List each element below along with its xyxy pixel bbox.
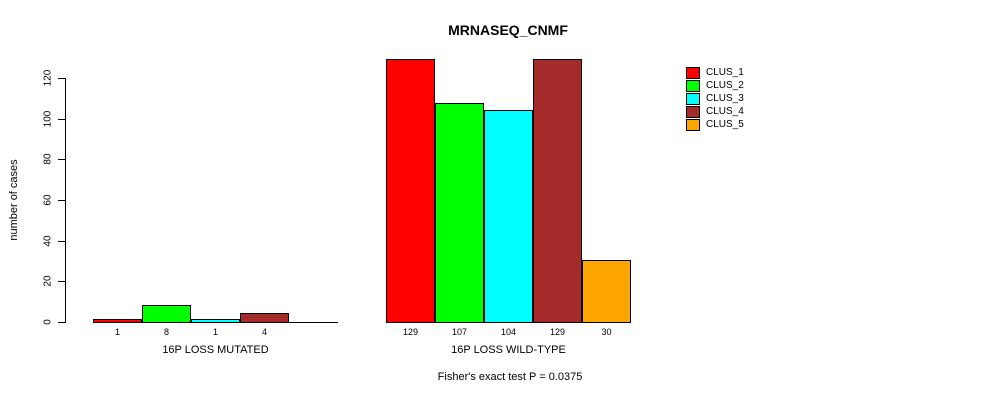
bar-value-label: 4 — [261, 327, 268, 337]
bar-value-label: 1 — [212, 327, 219, 337]
y-tick-label: 40 — [42, 235, 54, 247]
legend-label: CLUS_2 — [706, 80, 744, 91]
y-axis-tick — [58, 78, 65, 79]
bar-value-label: 104 — [500, 327, 517, 337]
legend-item: CLUS_5 — [686, 118, 744, 131]
bar-clus_1 — [386, 59, 435, 323]
y-axis-tick — [58, 322, 65, 323]
legend-label: CLUS_1 — [706, 67, 744, 78]
y-tick-label: 20 — [42, 275, 54, 287]
legend-label: CLUS_4 — [706, 106, 744, 117]
bar-clus_4 — [533, 59, 582, 323]
bar-clus_5 — [582, 260, 631, 323]
legend-swatch-icon — [686, 118, 700, 131]
bar-clus_3 — [484, 110, 533, 323]
y-tick-label: 0 — [42, 319, 54, 325]
y-axis-tick — [58, 200, 65, 201]
bar-value-label: 8 — [163, 327, 170, 337]
bar-value-label: 30 — [601, 327, 612, 337]
bar-value-label: 129 — [402, 327, 419, 337]
y-axis-tick — [58, 159, 65, 160]
chart-title: MRNASEQ_CNMF — [448, 22, 568, 38]
legend-item: CLUS_2 — [686, 79, 744, 92]
bar-clus_4 — [240, 313, 289, 323]
legend-swatch-icon — [686, 79, 700, 92]
bar-clus_2 — [142, 305, 191, 323]
group-label: 16P LOSS WILD-TYPE — [451, 344, 566, 356]
y-axis-line — [65, 78, 66, 323]
legend-item: CLUS_4 — [686, 105, 744, 118]
bar-value-label: 1 — [114, 327, 121, 337]
bar-clus_3 — [191, 319, 240, 323]
legend-label: CLUS_3 — [706, 93, 744, 104]
y-axis-tick — [58, 281, 65, 282]
legend: CLUS_1 CLUS_2 CLUS_3 CLUS_4 CLUS_5 — [686, 66, 744, 131]
y-axis-title: number of cases — [8, 159, 20, 241]
y-axis-tick — [58, 241, 65, 242]
bar-clus_1 — [93, 319, 142, 323]
fisher-test-annotation: Fisher's exact test P = 0.0375 — [437, 371, 583, 383]
legend-label: CLUS_5 — [706, 119, 744, 130]
y-tick-label: 120 — [42, 69, 54, 87]
bar-value-label: 129 — [549, 327, 566, 337]
y-tick-label: 100 — [42, 110, 54, 128]
legend-swatch-icon — [686, 66, 700, 79]
y-tick-label: 80 — [42, 153, 54, 165]
legend-item: CLUS_3 — [686, 92, 744, 105]
y-tick-label: 60 — [42, 194, 54, 206]
legend-item: CLUS_1 — [686, 66, 744, 79]
bar-value-label: 107 — [451, 327, 468, 337]
y-axis-tick — [58, 119, 65, 120]
legend-swatch-icon — [686, 92, 700, 105]
bar-clus_2 — [435, 103, 484, 323]
legend-swatch-icon — [686, 105, 700, 118]
group-label: 16P LOSS MUTATED — [162, 344, 269, 356]
